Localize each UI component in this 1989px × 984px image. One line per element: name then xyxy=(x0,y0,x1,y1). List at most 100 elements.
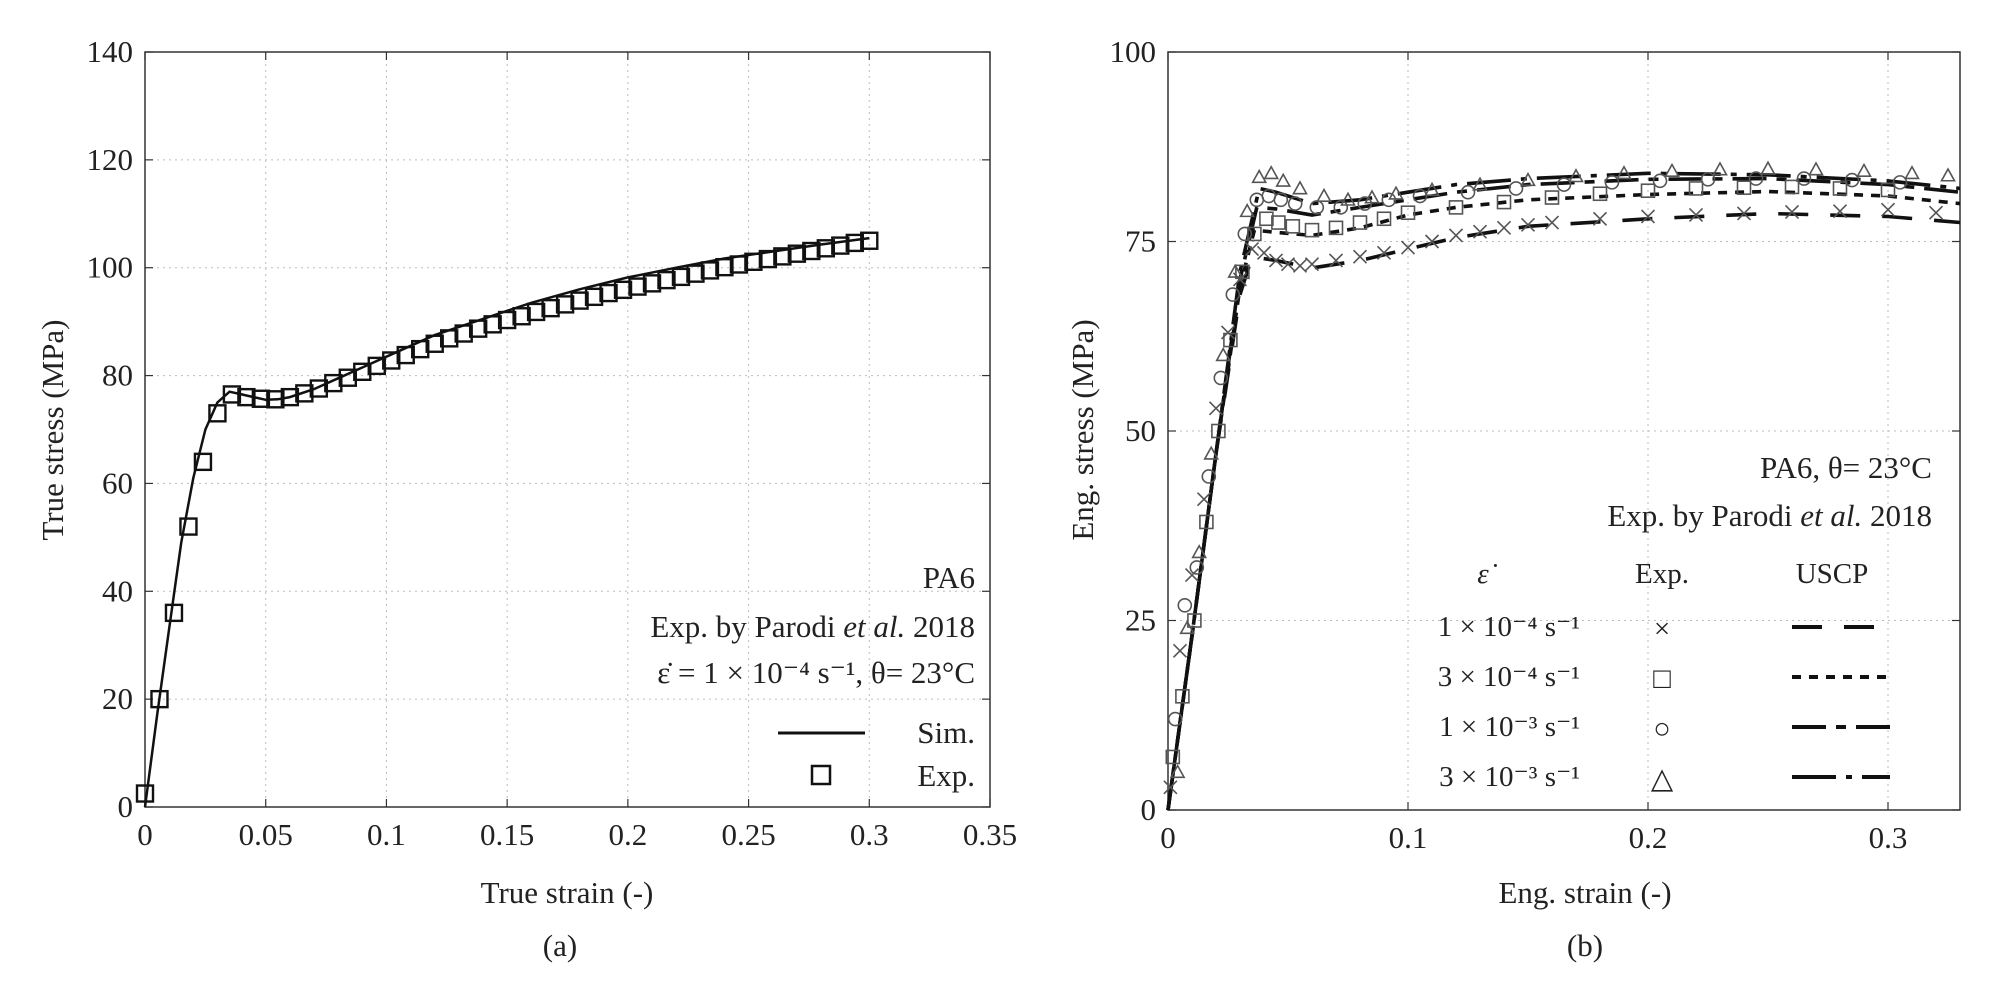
chart-b-exp-point-triangle xyxy=(1364,189,1380,204)
chart-b-annotation-line2: Exp. by Parodi et al. 2018 xyxy=(1607,498,1932,533)
chart-b-exp-point-x xyxy=(1424,234,1440,249)
chart-b-exp-point-x xyxy=(1928,205,1944,220)
chart-a-exp-point xyxy=(686,264,705,283)
chart-b-exp-point-x xyxy=(1544,215,1560,230)
chart-b-exp-point-x xyxy=(1400,240,1416,255)
chart-b-exp-point-square xyxy=(1448,200,1464,215)
chart-a-xtick-label: 0.3 xyxy=(850,817,889,852)
chart-b-exp-point-x xyxy=(1520,217,1536,232)
chart-a-exp-point xyxy=(599,283,618,303)
chart-b-exp-point-triangle xyxy=(1275,172,1292,187)
chart-b-exp-point-square xyxy=(1376,211,1392,227)
chart-a-xtick-label: 0.05 xyxy=(239,817,293,852)
chart-b-exp-point-triangle xyxy=(1388,185,1404,200)
chart-a-exp-point xyxy=(570,291,589,310)
chart-b-exp-point-triangle xyxy=(1904,165,1920,180)
chart-a-exp-point xyxy=(816,239,836,258)
chart-b-exp-point-circle xyxy=(1796,171,1812,186)
chart-a-xtick-label: 0.1 xyxy=(367,817,406,852)
chart-b-exp-point-circle xyxy=(1273,192,1289,208)
chart-b-exp-point-square xyxy=(1304,222,1320,238)
chart-a-exp-point xyxy=(295,384,314,403)
chart-b-exp-point-x xyxy=(1352,249,1368,264)
chart-a-exp-point xyxy=(179,517,198,536)
chart-b-exp-point-circle xyxy=(1237,226,1253,242)
chart-a-panel-label: (a) xyxy=(543,928,577,963)
legend-a-exp-label: Exp. xyxy=(917,758,975,793)
chart-a-exp-point xyxy=(671,267,691,287)
chart-b-legend: ε̇ Exp. USCP 1 × 10⁻⁴ s⁻¹ 3 × 10⁻⁴ s⁻¹ 1… xyxy=(1438,558,1890,795)
chart-a-exp-point xyxy=(541,298,560,318)
chart-b-exp-point-square xyxy=(1592,186,1608,202)
chart-b-exp-point-circle xyxy=(1189,560,1205,575)
chart-a-ytick-label: 20 xyxy=(102,681,133,716)
chart-b-exp-point-square xyxy=(1688,181,1704,196)
chart-b-exp-point-x xyxy=(1688,207,1704,223)
chart-b-exp-point-x xyxy=(1472,224,1488,239)
legend-a-sim-label: Sim. xyxy=(917,715,975,750)
chart-b-ytick-label: 75 xyxy=(1125,224,1156,259)
chart-b-exp-point-x xyxy=(1784,204,1800,220)
chart-b-exp-point-circle xyxy=(1357,196,1373,211)
chart-b-xtick-label: 0.1 xyxy=(1389,820,1428,855)
chart-a-exp-point xyxy=(266,390,285,409)
chart-a-ytick-label: 100 xyxy=(87,250,134,285)
chart-b-ticks: 0 0.1 0.2 0.3 0 25 50 75 100 xyxy=(1110,34,1960,855)
chart-a-exp-point xyxy=(642,274,662,293)
chart-b-exp-point-x xyxy=(1268,253,1284,268)
chart-a-legend: Sim. Exp. xyxy=(778,715,975,793)
chart-b-exp-point-circle xyxy=(1604,175,1620,190)
chart-a-exp-point xyxy=(512,307,531,326)
legend-b-marker-3: ○ xyxy=(1653,713,1671,745)
chart-b-exp-point-circle xyxy=(1167,711,1183,727)
chart-a-exp-point xyxy=(715,257,734,277)
chart-a-ticks: 0 0.05 0.1 0.15 0.2 0.25 0.3 0.35 0 20 40 60 80 100 12… xyxy=(87,34,1018,852)
chart-a-annotation-line1: PA6 xyxy=(923,560,975,595)
legend-b-marker-1: × xyxy=(1654,613,1670,645)
chart-a-exp-point xyxy=(657,270,676,290)
chart-b-exp-point-triangle xyxy=(1424,181,1440,196)
chart-b-x-label: Eng. strain (-) xyxy=(1498,875,1671,910)
chart-b-grid xyxy=(1168,52,1960,810)
chart-b-exp-point-square xyxy=(1271,215,1286,230)
legend-b-rate-4: 3 × 10⁻³ s⁻¹ xyxy=(1439,761,1580,793)
chart-b-exp-point-square xyxy=(1544,190,1560,205)
chart-a-xtick-label: 0.2 xyxy=(608,817,647,852)
legend-a-exp-marker xyxy=(810,764,832,786)
chart-b-exp-point-circle xyxy=(1381,192,1397,208)
chart-b-exp-point-square xyxy=(1400,205,1416,220)
chart-panel-b: 0 0.1 0.2 0.3 0 25 50 75 100 Eng. strain (-) Eng… xyxy=(1065,34,1961,963)
chart-b-exp-point-circle xyxy=(1700,172,1716,187)
chart-b-exp-point-triangle xyxy=(1263,165,1280,180)
chart-b-exp-point-circle xyxy=(1892,175,1908,190)
chart-a-exp-point xyxy=(584,287,604,307)
chart-b-exp-point-circle xyxy=(1652,173,1668,189)
chart-b-exp-point-square xyxy=(1223,332,1238,348)
chart-a-exp-point xyxy=(208,404,227,423)
chart-b-exp-point-square xyxy=(1235,264,1250,280)
chart-b-exp-point-x xyxy=(1304,257,1320,272)
chart-a-exp-point xyxy=(164,603,184,623)
chart-b-exp-point-triangle xyxy=(1179,619,1196,635)
chart-a-exp-point xyxy=(468,319,488,338)
chart-a-ytick-label: 40 xyxy=(102,573,133,608)
chart-panel-a: 0 0.05 0.1 0.15 0.2 0.25 0.3 0.35 0 20 40 60 80 100 12… xyxy=(35,34,1017,963)
chart-b-exp-point-circle xyxy=(1748,171,1764,186)
chart-b-exp-point-triangle xyxy=(1316,187,1332,203)
chart-a-exp-point xyxy=(237,387,256,407)
chart-a-exp-point xyxy=(367,356,386,376)
chart-b-exp-point-circle xyxy=(1333,200,1349,215)
chart-b-exp-point-triangle xyxy=(1227,263,1244,278)
chart-a-series xyxy=(135,231,879,808)
chart-b-exp-point-square xyxy=(1175,688,1190,704)
chart-b-panel-label: (b) xyxy=(1567,928,1603,963)
chart-a-exp-point xyxy=(382,351,401,370)
chart-a-exp-point xyxy=(222,385,242,404)
chart-b-exp-point-circle xyxy=(1225,287,1241,302)
chart-a-ytick-label: 120 xyxy=(87,142,134,177)
chart-b-exp-point-square xyxy=(1328,220,1344,236)
chart-b-exp-point-circle xyxy=(1556,177,1572,192)
chart-b-exp-point-x xyxy=(1832,204,1848,219)
chart-a-exp-point xyxy=(483,315,502,334)
chart-a-exp-point xyxy=(193,452,213,472)
